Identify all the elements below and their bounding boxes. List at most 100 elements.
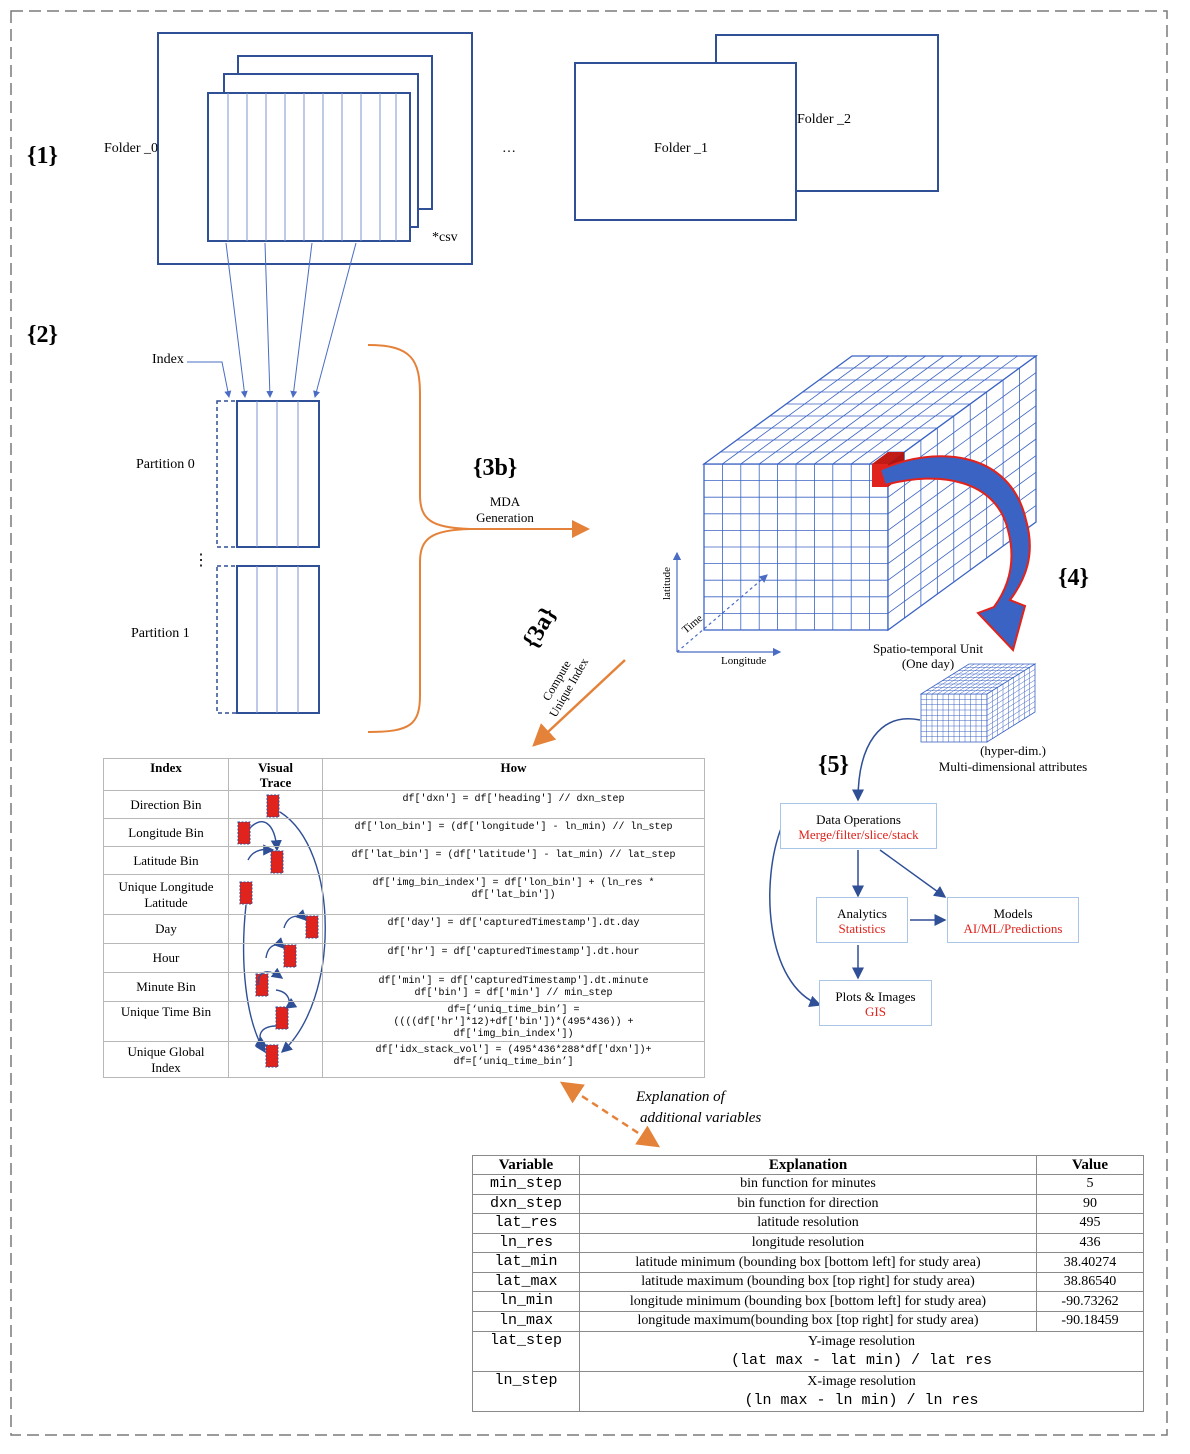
latitude-axis-label: latitude — [661, 567, 673, 600]
var-name: dxn_step — [472, 1193, 580, 1215]
var-explanation: latitude maximum (bounding box [top righ… — [579, 1271, 1037, 1293]
outer-frame — [10, 10, 1168, 1436]
trace-cell — [228, 874, 323, 915]
var-name: lat_res — [472, 1213, 580, 1234]
hypercube-grid-line — [981, 663, 1030, 695]
row-how: df['idx_stack_vol'] = (495*436*288*df['d… — [322, 1041, 705, 1078]
hypercube-grid-line — [986, 669, 1036, 700]
cube-grid-line — [722, 355, 871, 465]
var-name: lat_min — [472, 1252, 580, 1273]
csv-to-partition-arrows — [187, 242, 357, 398]
table-row: ln_max longitude maximum(bounding box [to… — [472, 1311, 1144, 1332]
row-how: df['lon_bin'] = (df['longitude'] - ln_mi… — [322, 818, 705, 847]
step-4-label: {4} — [1058, 565, 1089, 591]
highlight-unit-top — [872, 452, 904, 464]
var-name: ln_res — [472, 1232, 580, 1254]
analytics-box: Analytics Statistics — [816, 897, 908, 943]
trace-cell — [228, 1041, 323, 1078]
trace-cell — [228, 846, 323, 875]
trace-cell — [228, 790, 323, 819]
row-name: Day — [103, 914, 229, 944]
table-row: Unique Time Bin df=[‘uniq_time_bin’] = ((… — [103, 1001, 705, 1042]
hyper-dim-label: (hyper-dim.) Multi-dimensional attribute… — [918, 743, 1108, 775]
var-name: ln_min — [472, 1291, 580, 1313]
mda-line2: Generation — [476, 510, 534, 525]
orange-brace — [367, 344, 471, 733]
table-row: min_step bin function for minutes 5 — [472, 1174, 1144, 1195]
var-name: lat_step — [472, 1330, 580, 1372]
trace-cell — [228, 818, 323, 847]
row-name: Unique Time Bin — [103, 1001, 229, 1042]
formula-title: Y-image resolution — [808, 1334, 915, 1350]
partition-0-label: Partition 0 — [136, 457, 195, 472]
var-formula-cell: X-image resolution (ln max - ln min) / ln… — [579, 1370, 1144, 1413]
var-name: ln_max — [472, 1311, 580, 1332]
step-5-label: {5} — [818, 752, 849, 778]
cube-grid-line — [814, 355, 963, 465]
var-value: -90.73262 — [1036, 1291, 1144, 1313]
table-row: Hour df['hr'] = df['capturedTimestamp'].d… — [103, 943, 705, 973]
hyper-line1: (hyper-dim.) — [980, 743, 1046, 758]
cube-grid-line — [887, 455, 1037, 564]
formula-title: X-image resolution — [807, 1374, 916, 1390]
explanation-line1: Explanation of — [636, 1089, 725, 1105]
row-how: df['day'] = df['capturedTimestamp'].dt.d… — [322, 914, 705, 944]
table-row: ln_min longitude minimum (bounding box [b… — [472, 1291, 1144, 1313]
hypercube-grid-line — [942, 663, 992, 695]
plots-sub: GIS — [865, 1004, 886, 1019]
row-how: df['lat_bin'] = (df['latitude'] - lat_mi… — [322, 846, 705, 875]
hypercube-grid-line — [986, 701, 1036, 732]
formula-text: (lat max - lat min) / lat res — [730, 1352, 993, 1370]
hypercube-grid-line — [937, 663, 986, 695]
folder-2-and-1 — [574, 34, 939, 221]
how-header: How — [322, 758, 705, 791]
var-explanation: latitude resolution — [579, 1213, 1037, 1234]
models-sub: AI/ML/Predictions — [963, 921, 1063, 936]
analytics-title: Analytics — [837, 906, 887, 921]
csv-label: *csv — [432, 230, 458, 245]
row-name: Unique Longitude Latitude — [103, 874, 229, 915]
table-row: lat_min latitude minimum (bounding box [b… — [472, 1252, 1144, 1273]
step-1-label: {1} — [27, 143, 58, 169]
hypercube-grid-line — [986, 679, 1036, 711]
row-how: df['min'] = df['capturedTimestamp'].dt.m… — [322, 972, 705, 1002]
table-row: dxn_step bin function for direction 90 — [472, 1193, 1144, 1215]
partition-0 — [216, 400, 320, 548]
cube-grid-line — [758, 355, 908, 465]
explanation-header: Explanation — [579, 1155, 1037, 1175]
hypercube-grid-line — [959, 663, 1008, 695]
unit-line2: (One day) — [901, 656, 955, 671]
folder-2-label: Folder _2 — [797, 112, 852, 127]
hypercube-grid-line — [975, 663, 1025, 695]
index-header: Index — [103, 758, 229, 791]
var-value: 38.86540 — [1036, 1271, 1144, 1293]
hypercube-grid-line — [953, 663, 1003, 695]
row-name: Unique Global Index — [103, 1041, 229, 1078]
data-operations-box: Data Operations Merge/filter/slice/stack — [780, 803, 937, 849]
var-value: 436 — [1036, 1232, 1144, 1254]
cube-axes — [672, 551, 782, 657]
cube-grid-line — [887, 438, 1037, 548]
folder-1-label: Folder _1 — [654, 141, 709, 156]
table-row: lat_max latitude maximum (bounding box [t… — [472, 1271, 1144, 1293]
var-explanation: bin function for minutes — [579, 1174, 1037, 1195]
folder-0-label: Folder _0 — [104, 141, 159, 156]
hypercube-grid-line — [986, 695, 1036, 727]
var-name: min_step — [472, 1174, 580, 1195]
variables-table: Variable Explanation Value min_step bin f… — [472, 1155, 1144, 1413]
data-operations-sub: Merge/filter/slice/stack — [798, 827, 919, 842]
spatio-temporal-unit-label: Spatio-temporal Unit (One day) — [858, 641, 998, 671]
hypercube-grid-line — [948, 663, 997, 695]
hypercube-grid-line — [931, 663, 981, 695]
var-value: 495 — [1036, 1213, 1144, 1234]
cube-grid-line — [869, 355, 1018, 465]
cube-grid-line — [740, 355, 890, 465]
trace-cell — [228, 943, 323, 973]
models-title: Models — [993, 906, 1033, 921]
step-3b-label: {3b} — [473, 455, 518, 481]
data-operations-title: Data Operations — [816, 812, 901, 827]
index-table: Index Visual Trace How Direction Bin df['… — [103, 758, 705, 1078]
table-row: Unique Global Index df['idx_stack_vol'] =… — [103, 1041, 705, 1078]
compute-index-arrow — [532, 659, 626, 747]
